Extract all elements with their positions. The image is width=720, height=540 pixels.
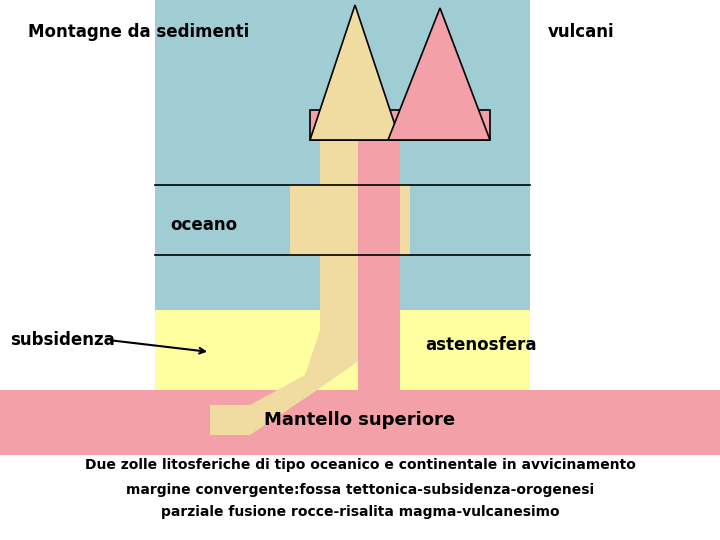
- Text: Montagne da sedimenti: Montagne da sedimenti: [28, 23, 249, 41]
- Bar: [530, 170, 720, 390]
- Text: astenosfera: astenosfera: [425, 336, 536, 354]
- Text: oceano: oceano: [170, 216, 237, 234]
- Text: margine convergente:fossa tettonica-subsidenza-orogenesi: margine convergente:fossa tettonica-subs…: [126, 483, 594, 497]
- Polygon shape: [388, 8, 490, 140]
- Bar: [155, 310, 530, 390]
- Polygon shape: [310, 5, 400, 140]
- Bar: [0, 315, 155, 390]
- Text: subsidenza: subsidenza: [10, 331, 114, 349]
- Bar: [0, 0, 155, 60]
- Text: parziale fusione rocce-risalita magma-vulcanesimo: parziale fusione rocce-risalita magma-vu…: [161, 505, 559, 519]
- Bar: [0, 60, 155, 315]
- Text: Due zolle litosferiche di tipo oceanico e continentale in avvicinamento: Due zolle litosferiche di tipo oceanico …: [84, 458, 636, 472]
- Bar: [155, 0, 530, 390]
- Text: vulcani: vulcani: [548, 23, 615, 41]
- Bar: [310, 110, 490, 140]
- Text: Mantello superiore: Mantello superiore: [264, 411, 456, 429]
- Bar: [530, 0, 720, 170]
- Bar: [0, 390, 720, 455]
- Bar: [358, 130, 400, 440]
- Polygon shape: [210, 130, 410, 435]
